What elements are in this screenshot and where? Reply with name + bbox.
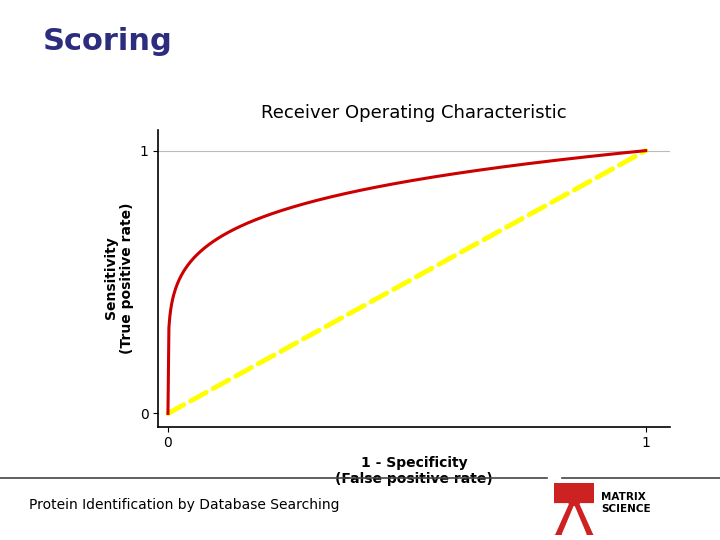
- Text: Scoring: Scoring: [43, 27, 173, 56]
- Polygon shape: [580, 504, 594, 535]
- Text: Protein Identification by Database Searching: Protein Identification by Database Searc…: [29, 498, 339, 512]
- Title: Receiver Operating Characteristic: Receiver Operating Characteristic: [261, 104, 567, 123]
- Polygon shape: [562, 507, 586, 535]
- Text: MATRIX
SCIENCE: MATRIX SCIENCE: [601, 492, 651, 515]
- Y-axis label: Sensitivity
(True positive rate): Sensitivity (True positive rate): [104, 202, 134, 354]
- X-axis label: 1 - Specificity
(False positive rate): 1 - Specificity (False positive rate): [335, 456, 493, 486]
- Polygon shape: [554, 504, 568, 535]
